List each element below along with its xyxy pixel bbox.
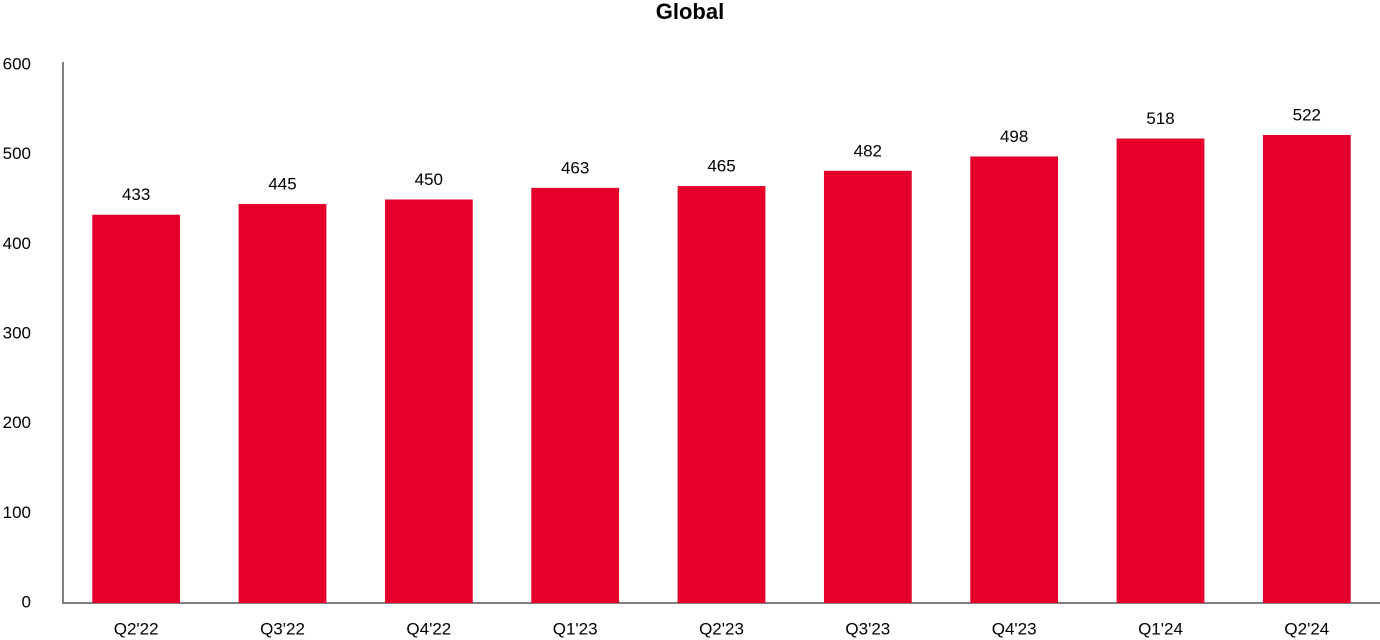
y-tick-label: 0 [22,592,31,611]
bar [677,186,766,604]
value-label: 482 [854,141,882,160]
value-label: 518 [1146,109,1174,128]
bar [238,203,327,603]
value-label: 465 [707,157,735,176]
value-label: 445 [268,174,296,193]
x-tick-label: Q2'23 [699,619,744,638]
value-label: 450 [415,170,443,189]
x-tick-label: Q1'23 [553,619,598,638]
bar [1116,138,1205,603]
x-tick-label: Q3'22 [260,619,305,638]
y-tick-label: 600 [3,54,31,73]
bar [970,156,1059,603]
bar [531,187,620,604]
y-tick-label: 100 [3,503,31,522]
x-tick-label: Q2'24 [1284,619,1329,638]
x-tick-label: Q1'24 [1138,619,1183,638]
x-tick-label: Q4'22 [406,619,451,638]
y-tick-label: 300 [3,323,31,342]
y-tick-label: 400 [3,234,31,253]
y-tick-label: 200 [3,413,31,432]
chart-title: Global [656,0,724,24]
value-label: 522 [1293,105,1321,124]
y-tick-label: 500 [3,144,31,163]
x-tick-label: Q2'22 [114,619,159,638]
bar [92,214,181,603]
value-label: 463 [561,158,589,177]
bar [384,199,473,603]
bar [823,170,912,603]
x-tick-label: Q4'23 [992,619,1037,638]
value-label: 498 [1000,127,1028,146]
bar [1262,134,1351,603]
x-tick-label: Q3'23 [845,619,890,638]
value-label: 433 [122,185,150,204]
